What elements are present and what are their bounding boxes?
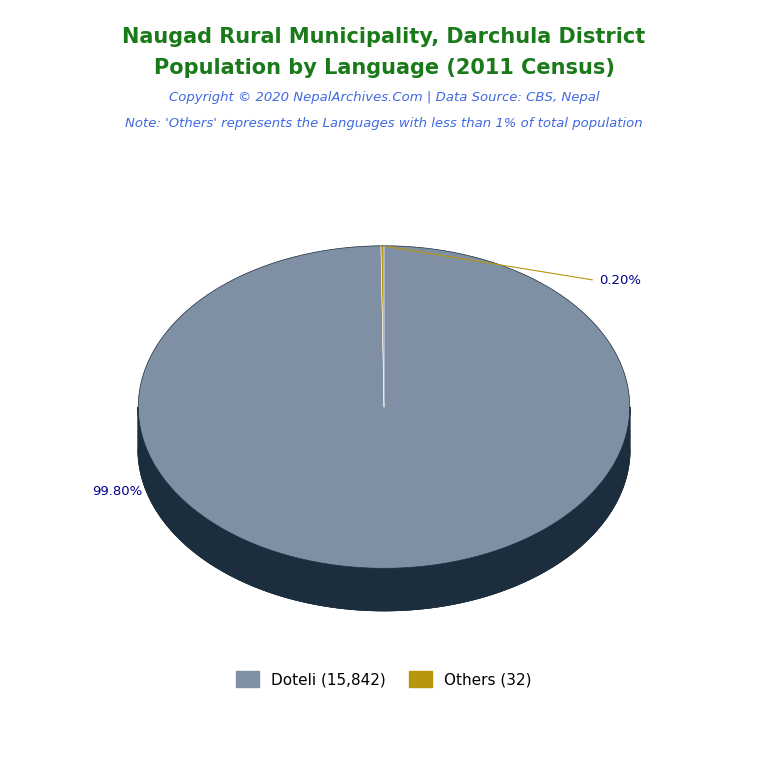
Polygon shape (381, 246, 384, 407)
Text: 99.80%: 99.80% (92, 485, 142, 498)
Legend: Doteli (15,842), Others (32): Doteli (15,842), Others (32) (229, 664, 539, 695)
Polygon shape (138, 407, 630, 611)
Polygon shape (138, 246, 630, 568)
Text: Copyright © 2020 NepalArchives.Com | Data Source: CBS, Nepal: Copyright © 2020 NepalArchives.Com | Dat… (169, 91, 599, 104)
Text: Note: 'Others' represents the Languages with less than 1% of total population: Note: 'Others' represents the Languages … (125, 117, 643, 130)
Text: 0.20%: 0.20% (599, 274, 641, 286)
Text: Population by Language (2011 Census): Population by Language (2011 Census) (154, 58, 614, 78)
Text: Naugad Rural Municipality, Darchula District: Naugad Rural Municipality, Darchula Dist… (122, 27, 646, 47)
Polygon shape (138, 407, 630, 611)
